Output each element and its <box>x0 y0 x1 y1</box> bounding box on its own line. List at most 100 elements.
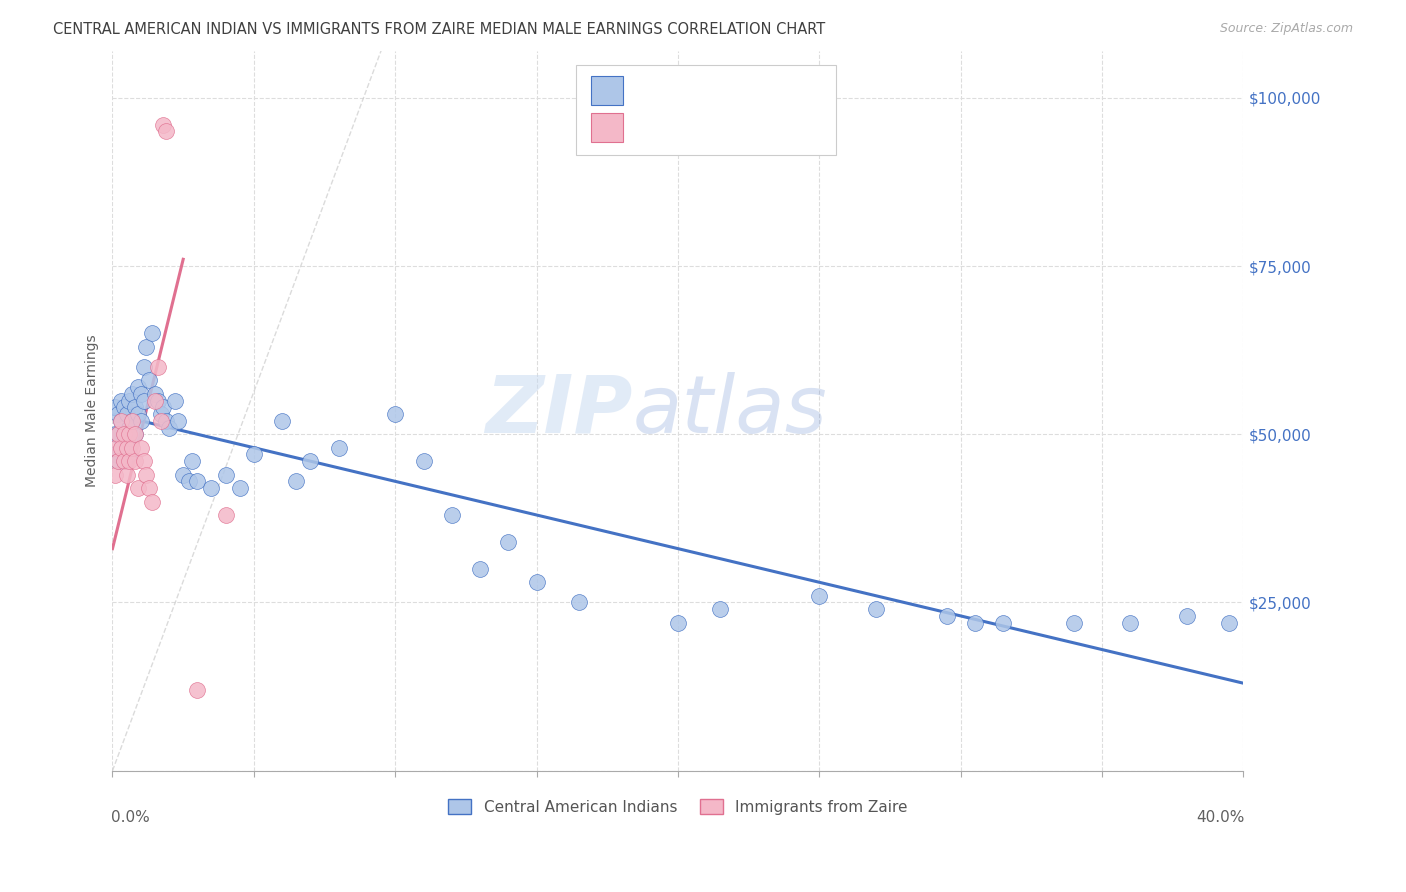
Point <box>328 441 350 455</box>
Point <box>143 387 166 401</box>
Point <box>115 434 138 448</box>
Point <box>107 427 129 442</box>
Point <box>149 407 172 421</box>
Point <box>146 393 169 408</box>
Point <box>107 427 129 442</box>
Point <box>157 420 180 434</box>
Point <box>163 393 186 408</box>
Point <box>155 124 177 138</box>
Point <box>107 454 129 468</box>
Text: -0.597: -0.597 <box>676 83 730 98</box>
Point <box>118 454 141 468</box>
Point <box>110 393 132 408</box>
Point <box>141 326 163 341</box>
Text: N =: N = <box>749 83 783 98</box>
Point <box>808 589 831 603</box>
Point <box>104 467 127 482</box>
Point <box>568 595 591 609</box>
Point <box>135 340 157 354</box>
Point <box>149 414 172 428</box>
Point <box>104 441 127 455</box>
Point <box>271 414 294 428</box>
Point <box>135 467 157 482</box>
Point <box>468 562 491 576</box>
Point <box>498 535 520 549</box>
Text: atlas: atlas <box>633 372 828 450</box>
Point <box>1218 615 1240 630</box>
Point <box>214 467 236 482</box>
Point <box>1119 615 1142 630</box>
Point <box>104 427 127 442</box>
Legend: Central American Indians, Immigrants from Zaire: Central American Indians, Immigrants fro… <box>443 792 914 821</box>
Point <box>115 407 138 421</box>
Point <box>107 407 129 421</box>
Point <box>127 380 149 394</box>
Text: 0.0%: 0.0% <box>111 810 150 825</box>
Point <box>186 475 208 489</box>
Point <box>121 414 143 428</box>
Point <box>127 407 149 421</box>
Point <box>865 602 887 616</box>
Text: 29: 29 <box>783 120 804 136</box>
Point <box>118 447 141 461</box>
Point <box>166 414 188 428</box>
Point <box>129 387 152 401</box>
Point <box>138 373 160 387</box>
Point <box>1063 615 1085 630</box>
Point <box>104 401 127 415</box>
Point <box>709 602 731 616</box>
Y-axis label: Median Male Earnings: Median Male Earnings <box>86 334 100 487</box>
Point <box>132 393 155 408</box>
Point <box>243 447 266 461</box>
Point <box>104 447 127 461</box>
Point <box>186 682 208 697</box>
Point <box>152 401 174 415</box>
Point <box>285 475 308 489</box>
Text: N =: N = <box>749 120 783 136</box>
Point <box>177 475 200 489</box>
Text: R =: R = <box>636 120 669 136</box>
Point <box>110 414 132 428</box>
Point <box>110 441 132 455</box>
Point <box>963 615 986 630</box>
Text: CENTRAL AMERICAN INDIAN VS IMMIGRANTS FROM ZAIRE MEDIAN MALE EARNINGS CORRELATIO: CENTRAL AMERICAN INDIAN VS IMMIGRANTS FR… <box>53 22 825 37</box>
Point <box>107 454 129 468</box>
Point <box>440 508 463 522</box>
Point <box>112 427 135 442</box>
Point <box>124 427 146 442</box>
Text: 0.442: 0.442 <box>676 120 730 136</box>
Point <box>112 427 135 442</box>
Point <box>118 393 141 408</box>
Point <box>121 414 143 428</box>
Point <box>112 454 135 468</box>
Point <box>412 454 434 468</box>
Point <box>129 441 152 455</box>
Point <box>112 401 135 415</box>
Point <box>112 454 135 468</box>
Point <box>384 407 406 421</box>
Point <box>141 494 163 508</box>
Point <box>110 414 132 428</box>
Point <box>200 481 222 495</box>
Point <box>121 441 143 455</box>
Text: ZIP: ZIP <box>485 372 633 450</box>
Text: Source: ZipAtlas.com: Source: ZipAtlas.com <box>1219 22 1353 36</box>
Point <box>991 615 1014 630</box>
Point <box>935 609 957 624</box>
Point <box>132 454 155 468</box>
FancyBboxPatch shape <box>576 65 837 155</box>
Point <box>127 481 149 495</box>
Point <box>129 414 152 428</box>
Point <box>172 467 194 482</box>
Point <box>138 481 160 495</box>
Point <box>526 575 548 590</box>
Bar <box>591 76 623 104</box>
Point <box>121 387 143 401</box>
Point <box>152 118 174 132</box>
Point <box>118 420 141 434</box>
Point <box>115 441 138 455</box>
Point <box>1175 609 1198 624</box>
Point <box>110 441 132 455</box>
Text: R =: R = <box>636 83 669 98</box>
Point <box>118 427 141 442</box>
